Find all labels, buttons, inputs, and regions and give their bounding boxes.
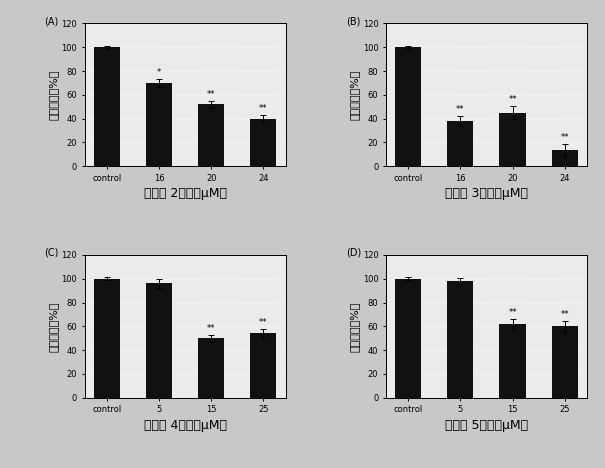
Bar	[250, 334, 276, 398]
Bar	[447, 121, 473, 166]
Text: **: **	[207, 90, 215, 99]
Y-axis label: 细胞活力（%）: 细胞活力（%）	[48, 70, 59, 120]
Text: **: **	[560, 133, 569, 142]
X-axis label: 化合物 5浓度（μM）: 化合物 5浓度（μM）	[445, 418, 528, 431]
Text: **: **	[508, 308, 517, 317]
Bar	[198, 338, 224, 398]
X-axis label: 化合物 3浓度（μM）: 化合物 3浓度（μM）	[445, 187, 528, 200]
Bar	[94, 279, 120, 398]
Text: (B): (B)	[346, 16, 360, 26]
Y-axis label: 细胞活力（%）: 细胞活力（%）	[350, 301, 360, 351]
Bar	[250, 119, 276, 166]
Text: (D): (D)	[346, 248, 361, 258]
Bar	[395, 279, 421, 398]
Bar	[146, 83, 172, 166]
Bar	[500, 113, 526, 166]
Bar	[447, 281, 473, 398]
Y-axis label: 细胞活力（%）: 细胞活力（%）	[350, 70, 360, 120]
Bar	[500, 324, 526, 398]
Text: **: **	[207, 324, 215, 333]
Bar	[94, 47, 120, 166]
Bar	[198, 104, 224, 166]
Bar	[146, 284, 172, 398]
X-axis label: 化合物 2浓度（μM）: 化合物 2浓度（μM）	[143, 187, 227, 200]
Text: (A): (A)	[45, 16, 59, 26]
Bar	[395, 47, 421, 166]
Text: *: *	[157, 68, 161, 77]
Text: (C): (C)	[45, 248, 59, 258]
Bar	[552, 150, 578, 166]
Text: **: **	[508, 95, 517, 104]
X-axis label: 化合物 4浓度（μM）: 化合物 4浓度（μM）	[143, 418, 227, 431]
Bar	[552, 326, 578, 398]
Text: **: **	[560, 310, 569, 319]
Text: **: **	[259, 318, 267, 327]
Y-axis label: 细胞活力（%）: 细胞活力（%）	[48, 301, 59, 351]
Text: **: **	[456, 105, 465, 115]
Text: **: **	[259, 104, 267, 113]
